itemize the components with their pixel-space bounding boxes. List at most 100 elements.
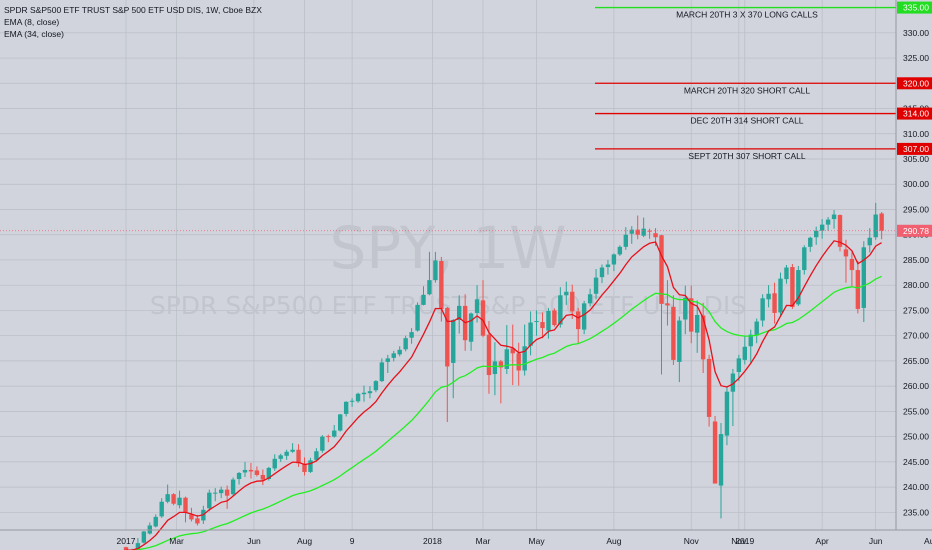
candle-body: [427, 280, 432, 295]
candle-body: [320, 436, 325, 451]
candle-body: [861, 247, 866, 308]
candle-up: [558, 287, 563, 328]
candle-body: [814, 230, 819, 238]
candle-body: [659, 235, 664, 304]
candle-up: [581, 300, 587, 335]
time-tick-label: Nov: [731, 536, 747, 546]
time-tick-label: 2017: [117, 536, 136, 546]
candle-body: [540, 322, 545, 329]
price-tick-label: 305.00: [903, 154, 929, 164]
candle-down: [439, 256, 444, 322]
candle-up: [534, 310, 539, 336]
candle-up: [695, 300, 700, 353]
candle-up: [415, 302, 420, 332]
candle-body: [712, 421, 718, 484]
time-tick-label: 2019: [735, 536, 754, 546]
candle-body: [177, 497, 182, 506]
candle-up: [213, 488, 218, 502]
candle-body: [457, 305, 462, 321]
time-tick-label: Jun: [247, 536, 261, 546]
candle-up: [379, 358, 385, 383]
indicator-ema8[interactable]: EMA (8, close): [4, 17, 60, 27]
candle-body: [873, 214, 878, 238]
candle-body: [534, 321, 539, 323]
candle-down: [712, 415, 718, 484]
time-tick-label: Aug: [606, 536, 621, 546]
candle-down: [659, 234, 664, 375]
candle-down: [700, 302, 706, 374]
candle-body: [599, 267, 605, 278]
candle-body: [706, 358, 712, 417]
candle-down: [849, 252, 855, 287]
candle-body: [581, 303, 587, 330]
candle-up: [766, 285, 771, 308]
candle-down: [296, 444, 301, 467]
candle-body: [510, 348, 515, 354]
candle-body: [195, 518, 200, 524]
candle-body: [665, 303, 670, 306]
ema-lines: [125, 240, 882, 550]
candle-up: [207, 489, 212, 512]
candle-up: [683, 285, 688, 335]
candle-up: [546, 307, 551, 339]
candle-body: [171, 494, 176, 504]
level-label: MARCH 20TH 320 SHORT CALL: [684, 85, 811, 95]
candle-up: [641, 217, 646, 238]
candle-body: [403, 338, 408, 350]
candle-up: [177, 490, 182, 509]
current-price-label: 290.78: [903, 226, 929, 236]
candle-down: [498, 359, 504, 404]
candle-body: [671, 306, 676, 360]
candle-down: [248, 462, 254, 479]
candle-down: [540, 312, 545, 339]
candle-down: [647, 228, 652, 239]
candle-body: [647, 230, 652, 232]
candle-up: [730, 368, 736, 427]
candle-up: [528, 311, 533, 356]
candle-up: [504, 325, 509, 375]
candle-down: [516, 342, 521, 386]
indicator-ema34[interactable]: EMA (34, close): [4, 29, 64, 39]
candle-body: [546, 310, 551, 331]
candle-body: [213, 492, 218, 494]
candle-up: [742, 335, 747, 365]
candle-down: [171, 493, 176, 506]
candle-up: [748, 329, 753, 364]
time-tick-label: 2018: [423, 536, 442, 546]
candle-body: [617, 246, 623, 255]
candle-body: [760, 298, 765, 321]
candle-body: [605, 264, 611, 268]
price-tag: [897, 77, 932, 90]
candle-body: [326, 436, 331, 438]
candle-body: [790, 267, 795, 307]
candle-up: [159, 498, 164, 518]
candle-up: [802, 245, 807, 275]
time-tick-label: Mar: [169, 536, 184, 546]
candle-body: [593, 277, 599, 294]
candle-down: [326, 434, 331, 443]
candle-up: [153, 514, 158, 528]
candle-body: [332, 430, 337, 437]
candle-up: [736, 354, 742, 382]
candle-up: [457, 295, 462, 334]
candle-body: [718, 434, 724, 486]
candle-down: [123, 546, 129, 550]
candle-up: [427, 251, 432, 296]
candle-up: [605, 259, 611, 275]
candle-up: [361, 385, 367, 402]
candle-body: [498, 361, 504, 368]
candle-up: [230, 477, 236, 497]
price-tick-label: 260.00: [903, 381, 929, 391]
candle-down: [183, 496, 188, 523]
candle-down: [879, 212, 884, 240]
candle-body: [439, 260, 444, 309]
time-tick-label: Mar: [476, 536, 491, 546]
symbol-title[interactable]: SPDR S&P500 ETF TRUST S&P 500 ETF USD DI…: [4, 5, 262, 15]
level-label: SEPT 20TH 307 SHORT CALL: [688, 151, 805, 161]
candle-body: [379, 362, 385, 382]
option-level-lines: MARCH 20TH 3 X 370 LONG CALLS MARCH 20TH …: [595, 6, 896, 161]
candle-up: [784, 265, 789, 284]
candle-body: [367, 391, 373, 394]
